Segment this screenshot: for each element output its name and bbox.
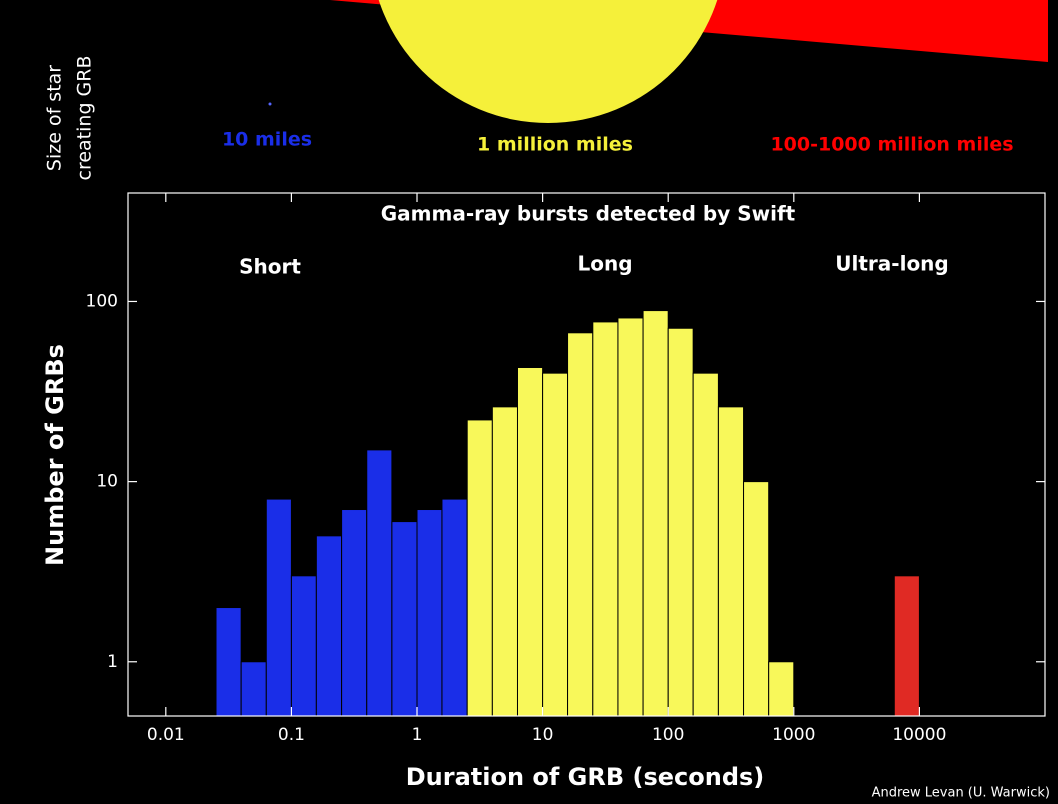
bar: [718, 407, 743, 716]
x-axis-label: Duration of GRB (seconds): [406, 763, 765, 791]
bar: [643, 311, 668, 716]
bar: [769, 662, 794, 716]
size-text: 10 miles: [222, 129, 312, 151]
bar: [568, 333, 593, 716]
bar: [894, 576, 919, 716]
size-text: 1 million miles: [477, 134, 633, 156]
x-tick-label: 0.1: [278, 725, 305, 745]
bar: [543, 373, 568, 716]
series-label: Long: [577, 252, 632, 276]
bar: [618, 318, 643, 716]
bar: [241, 662, 266, 716]
bar: [693, 373, 718, 716]
bar: [492, 407, 517, 716]
bar: [392, 522, 417, 716]
bar: [668, 328, 693, 716]
bar: [266, 499, 291, 716]
bar: [517, 367, 542, 716]
y-tick-label: 10: [96, 472, 118, 492]
bar: [593, 322, 618, 716]
size-label-line: creating GRB: [74, 55, 96, 180]
bar: [342, 510, 367, 716]
bar: [216, 608, 241, 716]
size-text: 100-1000 million miles: [770, 134, 1013, 156]
bar: [467, 420, 492, 716]
bar: [744, 482, 769, 716]
x-tick-label: 10000: [892, 725, 946, 745]
x-tick-label: 1000: [772, 725, 815, 745]
chart-title: Gamma-ray bursts detected by Swift: [381, 202, 796, 226]
chart: Size of star creating GRB 10 miles 1 mil…: [0, 0, 1058, 804]
bar: [417, 510, 442, 716]
y-axis-label: Number of GRBs: [41, 344, 69, 566]
x-tick-label: 100: [652, 725, 684, 745]
y-tick-label: 100: [86, 291, 118, 311]
bar: [291, 576, 316, 716]
credit: Andrew Levan (U. Warwick): [872, 786, 1050, 801]
x-tick-label: 0.01: [147, 725, 185, 745]
neutron-star-dot: [269, 103, 272, 106]
x-tick-label: 10: [532, 725, 554, 745]
bar: [316, 536, 341, 716]
series-label: Short: [239, 255, 301, 279]
series-label: Ultra-long: [835, 252, 948, 276]
x-tick-label: 1: [412, 725, 423, 745]
y-tick-label: 1: [107, 652, 118, 672]
bar: [367, 450, 392, 716]
size-label-line: Size of star: [44, 65, 66, 171]
bar: [442, 499, 467, 716]
